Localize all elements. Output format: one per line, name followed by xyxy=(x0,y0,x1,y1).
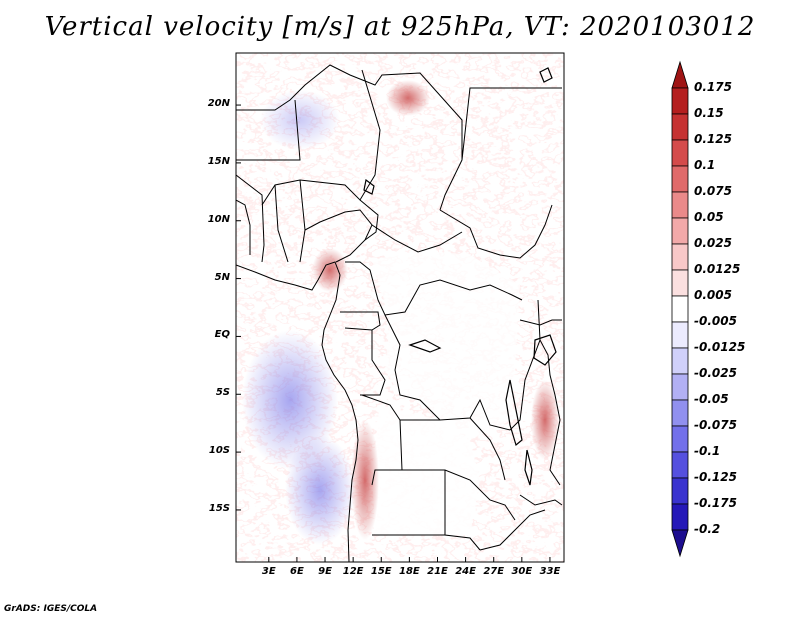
colorbar-swatch xyxy=(671,295,689,323)
colorbar-label: -0.0125 xyxy=(694,340,746,354)
colorbar-swatch xyxy=(671,529,689,558)
colorbar-swatch xyxy=(671,347,689,375)
colorbar-swatch xyxy=(671,217,689,245)
colorbar-label: -0.05 xyxy=(694,392,729,406)
lon-ticks xyxy=(268,557,551,562)
lat-tick-label: 15S xyxy=(208,502,230,514)
lat-tick-label: 10N xyxy=(207,213,230,225)
colorbar-label: 0.05 xyxy=(694,210,724,224)
plot-frame xyxy=(235,52,565,563)
lon-tick-label: 15E xyxy=(370,566,392,577)
colorbar-label: -0.025 xyxy=(694,366,737,380)
colorbar-swatch xyxy=(671,165,689,193)
lat-tick-label: 10S xyxy=(208,445,230,457)
colorbar-label: 0.1 xyxy=(694,158,716,172)
colorbar-label: 0.175 xyxy=(694,80,732,94)
lakes xyxy=(363,67,557,486)
colorbar-swatch xyxy=(671,139,689,167)
lon-tick-label: 9E xyxy=(318,566,332,577)
colorbar xyxy=(671,60,689,558)
boundaries xyxy=(236,64,563,562)
lon-tick-label: 30E xyxy=(511,566,533,577)
colorbar-swatch xyxy=(671,321,689,349)
grads-credit: GrADS: IGES/COLA xyxy=(4,604,98,614)
colorbar-label: -0.175 xyxy=(694,496,737,510)
lon-tick-label: 12E xyxy=(342,566,364,577)
colorbar-swatch xyxy=(671,425,689,453)
colorbar-label: -0.075 xyxy=(694,418,737,432)
colorbar-label: 0.005 xyxy=(694,288,732,302)
colorbar-swatch xyxy=(671,503,689,531)
colorbar-swatch xyxy=(671,60,689,89)
colorbar-label: 0.15 xyxy=(694,106,724,120)
colorbar-swatch xyxy=(671,113,689,141)
chart-title: Vertical velocity [m/s] at 925hPa, VT: 2… xyxy=(44,12,756,42)
colorbar-swatch xyxy=(671,243,689,271)
lat-tick-label: 20N xyxy=(207,98,230,110)
colorbar-label: -0.005 xyxy=(694,314,737,328)
lon-tick-label: 24E xyxy=(455,566,476,577)
lon-tick-label: 21E xyxy=(427,566,448,577)
lon-tick-label: 3E xyxy=(261,566,276,577)
colorbar-swatch xyxy=(671,87,689,115)
colorbar-label: 0.025 xyxy=(694,236,732,250)
colorbar-swatch xyxy=(671,399,689,427)
colorbar-label: 0.125 xyxy=(694,132,732,146)
lon-tick-label: 6E xyxy=(290,566,304,577)
colorbar-label: -0.1 xyxy=(694,444,721,458)
colorbar-swatch xyxy=(671,373,689,401)
vertical-velocity-field xyxy=(236,53,564,562)
lon-tick-label: 33E xyxy=(539,566,561,577)
colorbar-swatch xyxy=(671,451,689,479)
colorbar-label: 0.075 xyxy=(694,184,732,198)
lat-tick-label: EQ xyxy=(214,329,230,341)
colorbar-label: -0.125 xyxy=(694,470,737,484)
lat-tick-label: 15N xyxy=(207,155,230,167)
lat-ticks xyxy=(236,104,241,511)
colorbar-swatch xyxy=(671,269,689,297)
colorbar-label: -0.2 xyxy=(694,522,721,536)
lat-tick-label: 5S xyxy=(215,387,230,399)
colorbar-label: 0.0125 xyxy=(694,262,741,276)
lat-tick-label: 5N xyxy=(214,271,230,283)
colorbar-swatch xyxy=(671,191,689,219)
colorbar-swatch xyxy=(671,477,689,505)
lon-tick-label: 27E xyxy=(483,566,505,577)
lon-tick-label: 18E xyxy=(398,566,420,577)
